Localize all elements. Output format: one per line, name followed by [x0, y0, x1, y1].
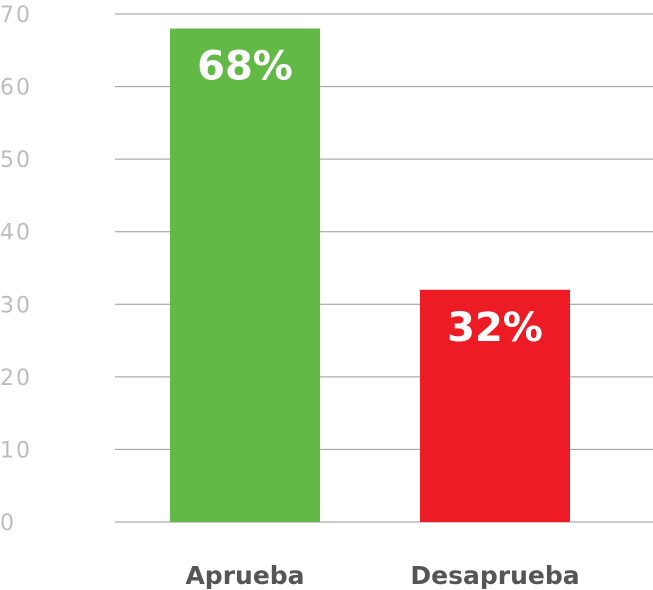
y-tick-label: 60 [0, 76, 32, 101]
bar [420, 289, 570, 522]
y-tick-label: 10 [0, 438, 32, 463]
x-tick-label: Desaprueba [410, 561, 579, 590]
y-tick-label: 70 [0, 3, 32, 28]
x-tick-label: Aprueba [185, 561, 304, 590]
y-tick-label: 30 [0, 293, 32, 318]
bar [170, 28, 320, 523]
y-tick-label: 50 [0, 148, 32, 173]
value-label: 68% [197, 44, 293, 90]
y-tick-label: 0 [0, 511, 16, 536]
value-label: 32% [447, 305, 543, 351]
y-tick-label: 40 [0, 221, 32, 246]
y-tick-label: 20 [0, 366, 32, 391]
